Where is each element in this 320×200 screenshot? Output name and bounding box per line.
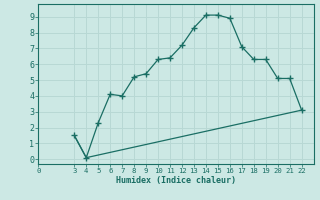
- X-axis label: Humidex (Indice chaleur): Humidex (Indice chaleur): [116, 176, 236, 185]
